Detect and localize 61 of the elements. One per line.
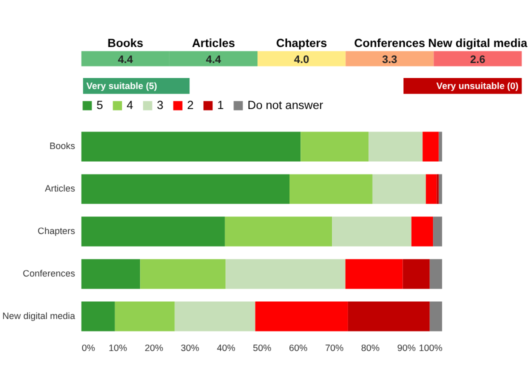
bar [402,259,430,289]
bar [174,302,256,332]
data-label: 2.6 [470,54,486,66]
bar [226,259,346,289]
bar [433,216,442,246]
bar [422,132,439,162]
bar [140,259,226,289]
legend-label: 2 [187,99,194,112]
bar [300,132,368,162]
x-tick-label: 100% [418,343,442,354]
bar [411,216,434,246]
x-tick-label: 30% [180,343,200,354]
bar [345,259,403,289]
category-label: Articles [192,36,236,50]
data-label: 3.3 [382,54,398,66]
bar [255,302,348,332]
text: Very suitable (5) [86,80,158,91]
y-tick-label: Articles [44,184,76,194]
legend-label: 1 [217,99,224,112]
legend-label: Do not answer [247,99,324,112]
data-label: 4.0 [294,54,310,66]
bar [426,174,437,204]
y-tick-label: Books [49,141,76,152]
data-label: 4.4 [206,54,222,66]
bar [81,259,140,289]
bar [332,216,412,246]
x-tick-label: 80% [361,343,380,354]
bar [438,174,442,204]
category-label: Chapters [276,36,328,50]
category-label: Books [107,36,144,50]
bar [348,302,430,332]
x-tick-label: 50% [252,343,272,354]
y-tick-label: New digital media [2,310,76,321]
bar [114,302,175,332]
legend-label: 3 [156,99,164,112]
x-tick-label: 0% [82,343,96,354]
bar [430,302,442,332]
bar [81,132,301,162]
bar [438,132,442,162]
bar [81,174,290,204]
legend-label: 4 [126,99,134,112]
x-tick-label: 40% [216,343,236,354]
category-label: New digital media [428,36,528,50]
legend-label: 5 [96,99,104,112]
bar [81,216,225,246]
x-tick-label: 10% [108,343,128,354]
category-label: Conferences [354,36,426,50]
x-tick-label: 70% [325,343,344,354]
bar [224,216,332,246]
text: Very unsuitable (0) [436,80,518,91]
bar [81,302,115,332]
bar [368,132,423,162]
bar [430,259,442,289]
y-tick-label: Chapters [38,226,76,236]
bar [290,174,372,204]
x-tick-label: 60% [288,343,308,354]
x-tick-label: 20% [144,343,164,354]
y-tick-label: Conferences [22,268,76,278]
x-tick-label: 90% [397,343,416,354]
bar [372,174,426,204]
data-label: 4.4 [118,54,133,66]
